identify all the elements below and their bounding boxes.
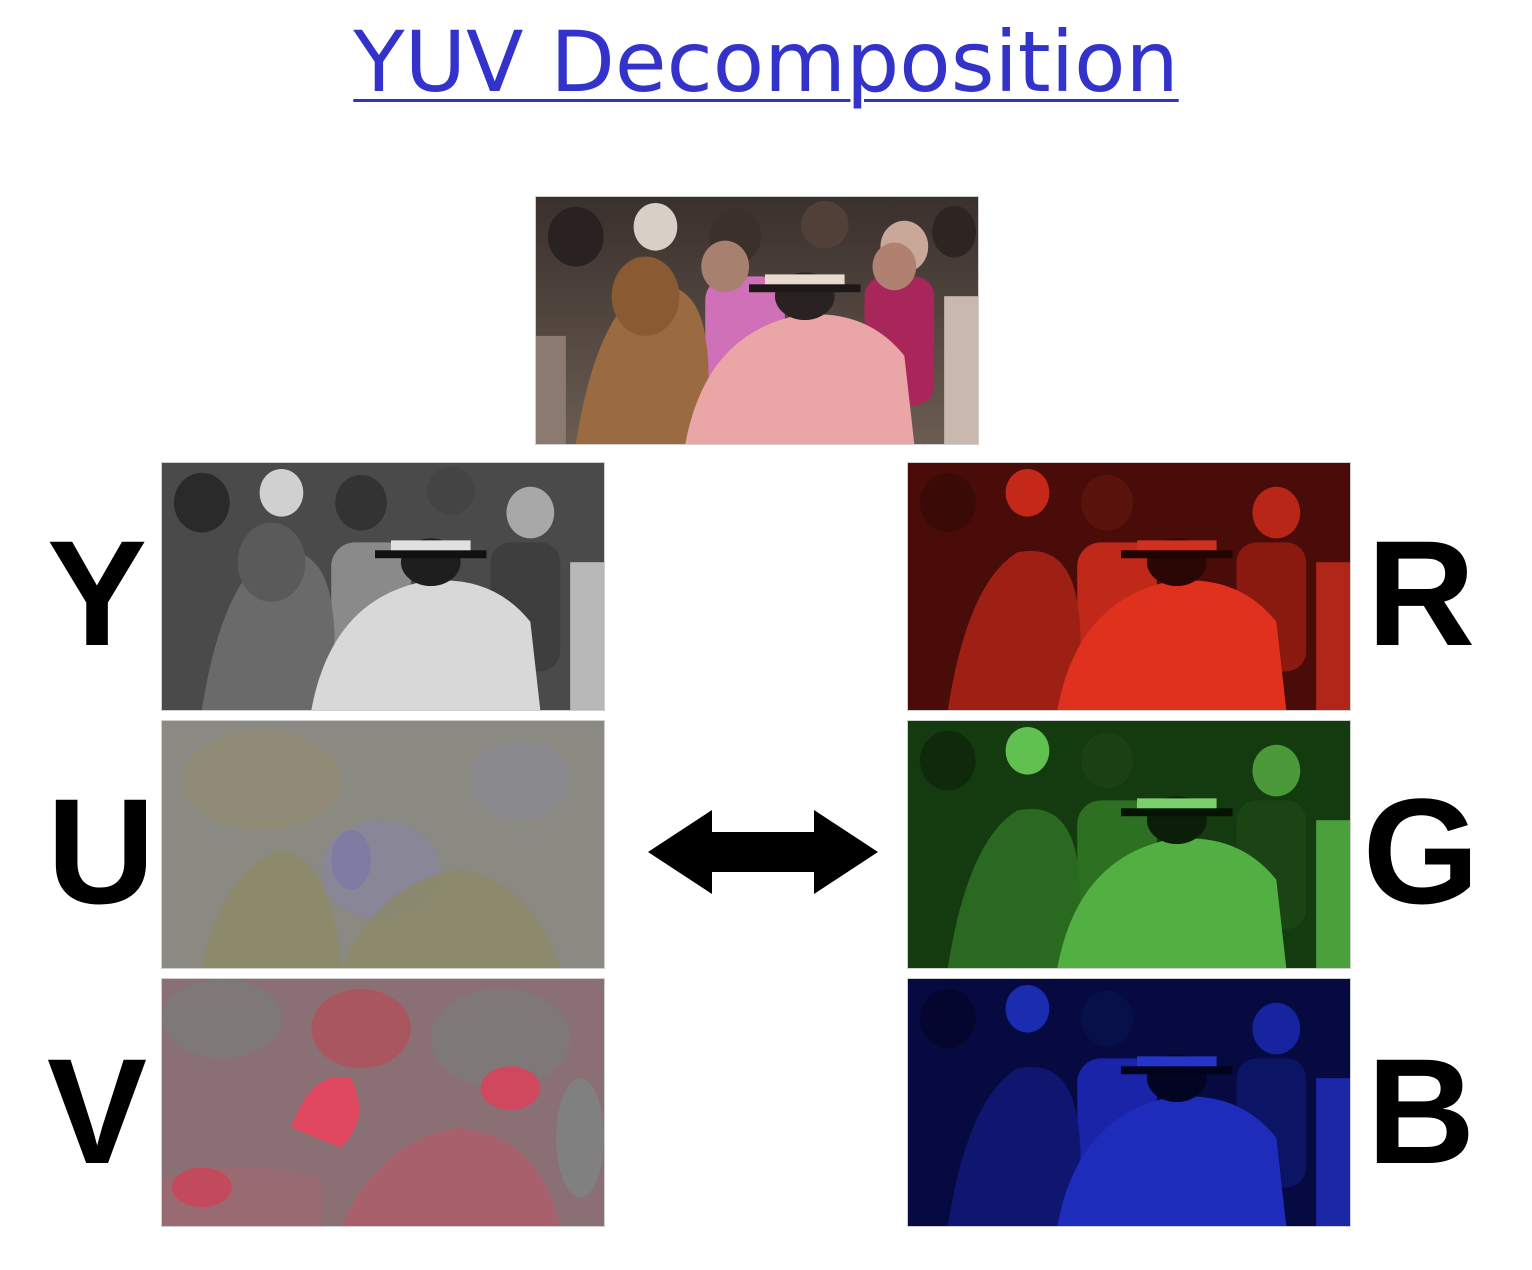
u-channel-image: [161, 720, 605, 969]
g-channel-image: [907, 720, 1351, 969]
original-photo: [535, 196, 979, 445]
title-link[interactable]: YUV Decomposition: [353, 13, 1179, 111]
r-channel-image: [907, 462, 1351, 711]
y-channel-image: [161, 462, 605, 711]
label-g: G: [1362, 767, 1480, 935]
v-channel-image: [161, 978, 605, 1227]
label-y: Y: [46, 509, 148, 677]
label-b: B: [1366, 1027, 1476, 1195]
double-headed-arrow-icon: [648, 810, 878, 894]
label-u: U: [46, 767, 156, 935]
b-channel-image: [907, 978, 1351, 1227]
label-r: R: [1366, 509, 1476, 677]
label-v: V: [46, 1027, 148, 1195]
